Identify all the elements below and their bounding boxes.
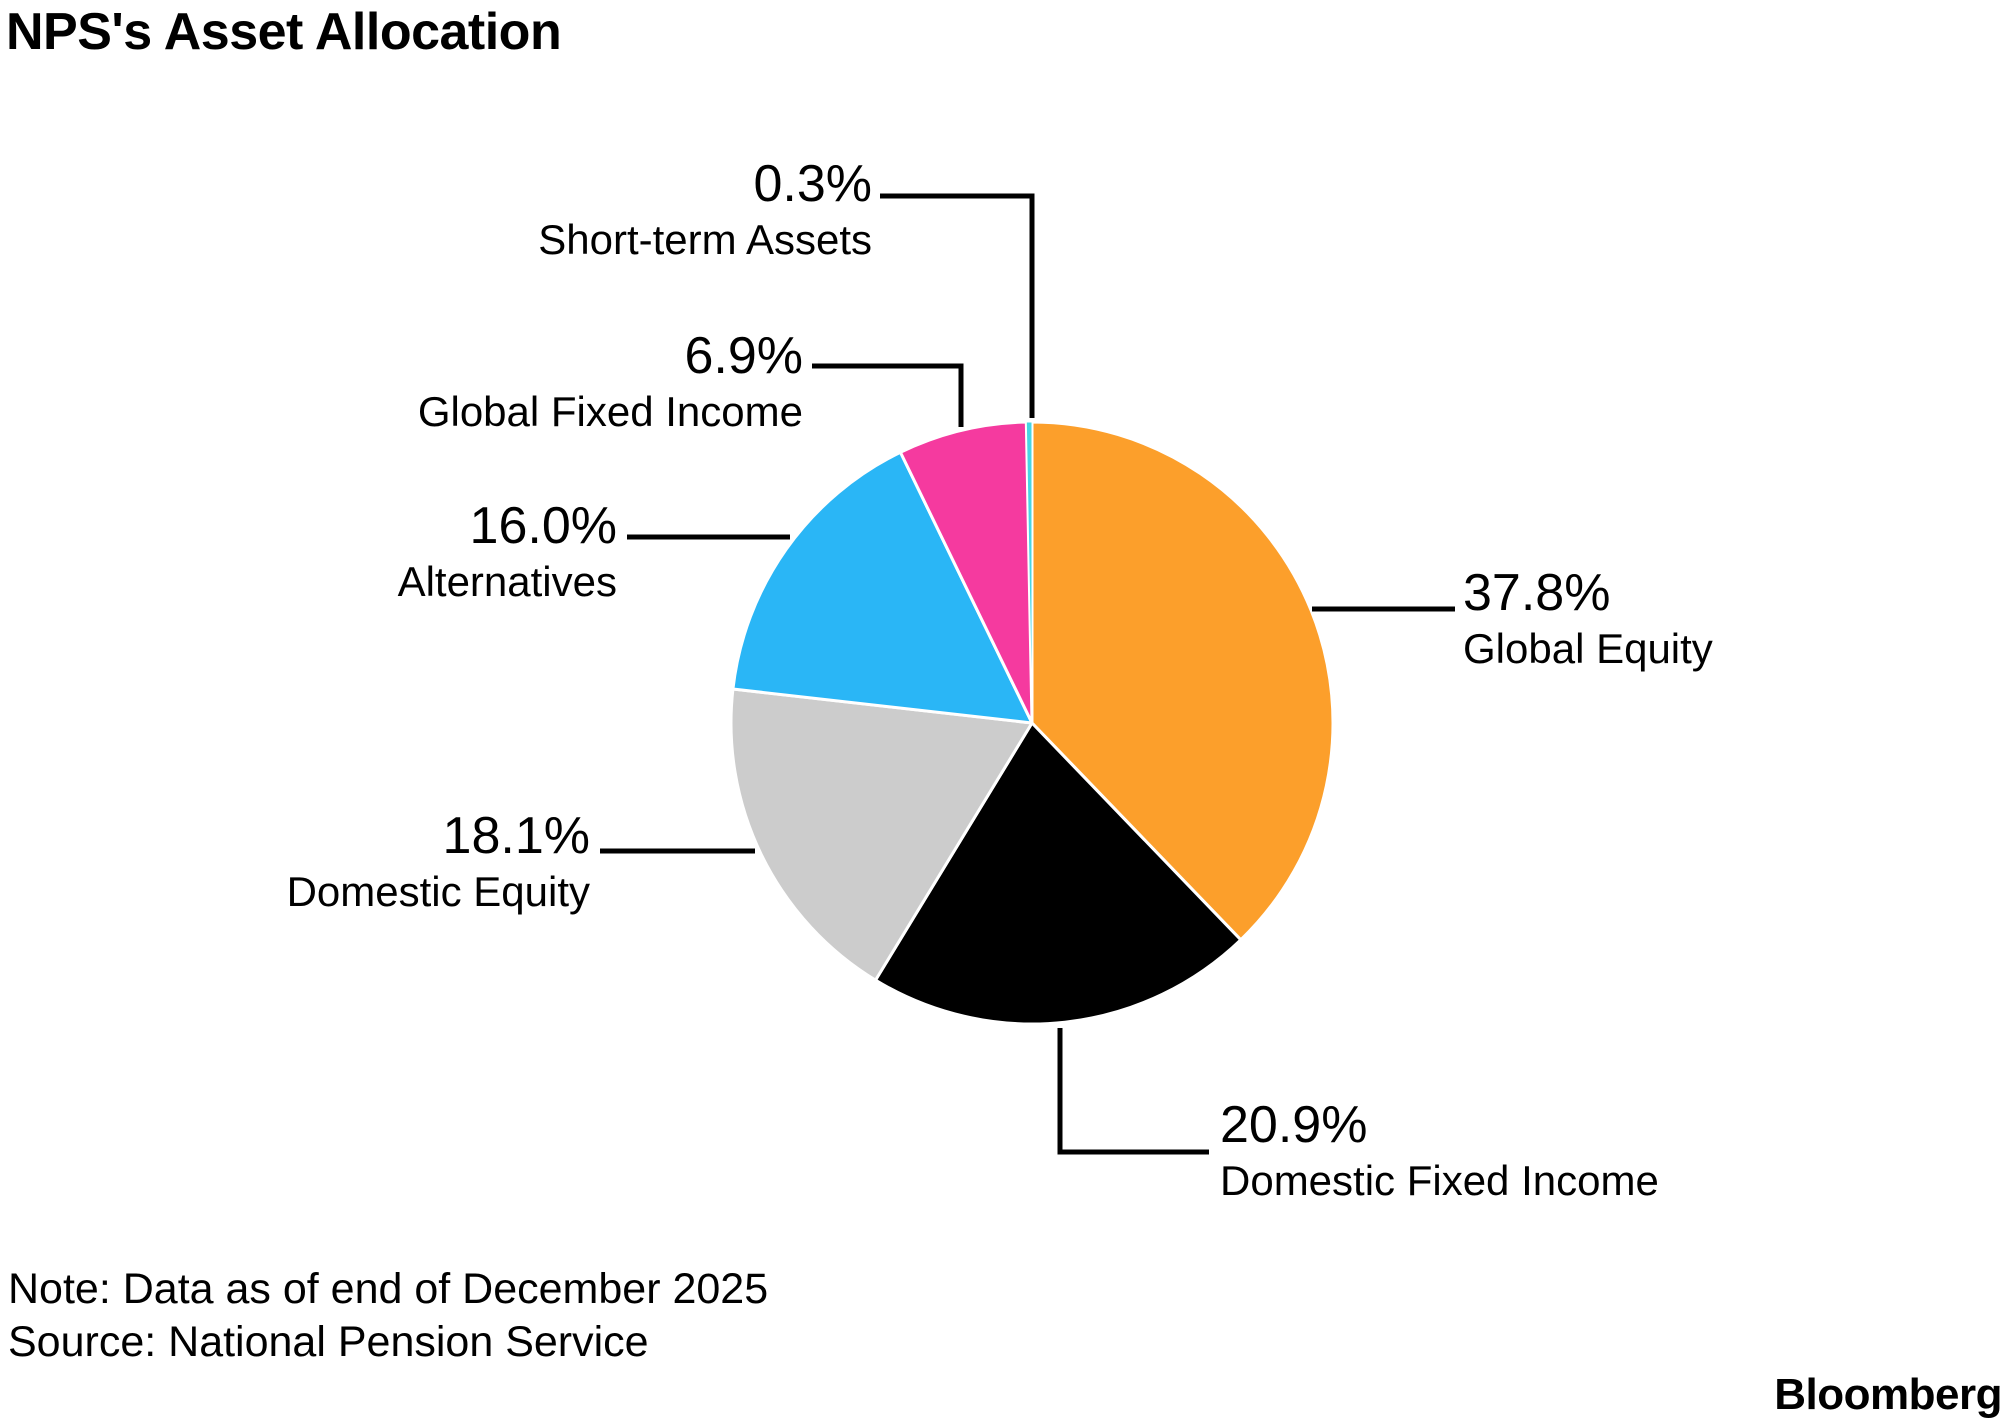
pie-slices xyxy=(729,420,1335,1026)
callout-label: Global Fixed Income xyxy=(417,388,803,435)
leader-domestic-fixed-income xyxy=(1057,1028,1209,1155)
callout-percent: 0.3% xyxy=(753,155,872,213)
callout-label: Domestic Fixed Income xyxy=(1220,1157,1659,1204)
callout-label: Alternatives xyxy=(397,558,617,605)
callout-domestic-equity: 18.1% Domestic Equity xyxy=(287,808,590,917)
callout-percent: 18.1% xyxy=(442,807,590,865)
chart-note: Note: Data as of end of December 2025 xyxy=(8,1265,769,1313)
callout-label: Global Equity xyxy=(1463,625,1713,672)
leader-lines xyxy=(600,193,1455,1155)
callout-percent: 16.0% xyxy=(469,497,617,555)
pie-slice-short-term-assets xyxy=(1025,421,1033,724)
pie-slice-global-equity xyxy=(1030,420,1335,942)
pie-slice-global-fixed-income xyxy=(898,420,1034,725)
callout-percent: 6.9% xyxy=(684,327,803,385)
leader-short-term-assets xyxy=(880,193,1035,418)
callout-percent: 37.8% xyxy=(1463,564,1611,622)
chart-source: Source: National Pension Service xyxy=(8,1318,649,1366)
leader-global-fixed-income xyxy=(812,363,964,427)
callout-short-term-assets: 0.3% Short-term Assets xyxy=(538,156,872,265)
callout-global-equity: 37.8% Global Equity xyxy=(1463,565,1713,674)
bloomberg-logo: Bloomberg xyxy=(1774,1370,2002,1419)
callout-label: Short-term Assets xyxy=(538,216,872,263)
callout-percent: 20.9% xyxy=(1220,1096,1368,1154)
callout-global-fixed-income: 6.9% Global Fixed Income xyxy=(418,328,803,437)
callout-label: Domestic Equity xyxy=(286,868,590,915)
callout-domestic-fixed-income: 20.9% Domestic Fixed Income xyxy=(1220,1097,1659,1206)
callout-alternatives: 16.0% Alternatives xyxy=(398,498,617,607)
pie-slice-alternatives xyxy=(731,450,1034,725)
pie-slice-domestic-fixed-income xyxy=(874,721,1243,1026)
chart-title: NPS's Asset Allocation xyxy=(6,3,562,61)
pie-slice-domestic-equity xyxy=(729,687,1034,982)
